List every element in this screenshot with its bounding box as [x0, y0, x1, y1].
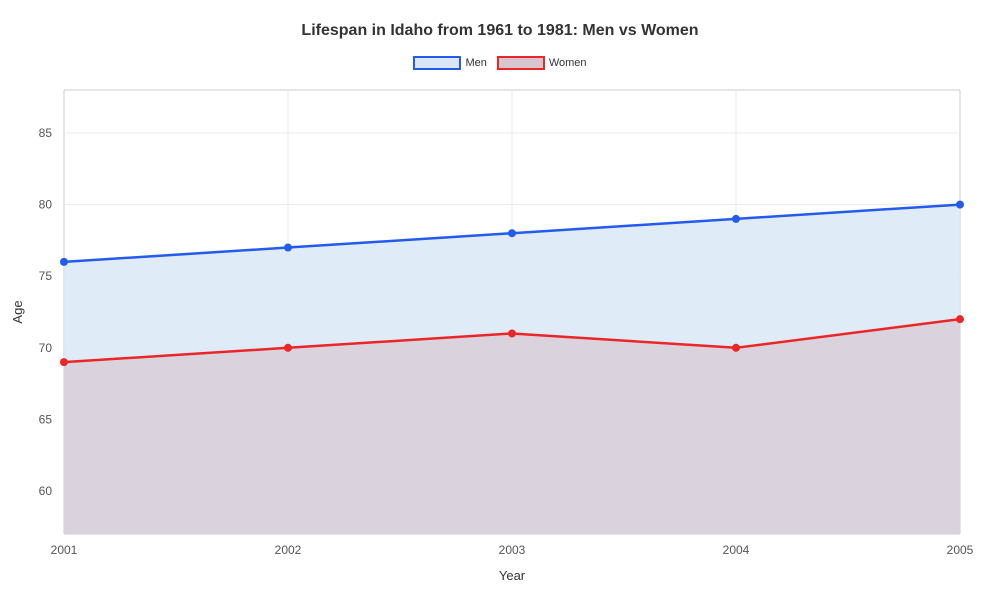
marker-men[interactable] — [60, 258, 68, 266]
x-tick-label: 2005 — [947, 543, 974, 557]
x-tick-label: 2003 — [499, 543, 526, 557]
y-tick-label: 65 — [39, 412, 53, 426]
y-tick-label: 70 — [39, 341, 53, 355]
chart-plot: 2001 2002 2003 2004 2005 60 65 70 75 80 85 Year Age — [0, 0, 1000, 600]
y-tick-label: 60 — [39, 484, 53, 498]
marker-men[interactable] — [956, 201, 964, 209]
marker-women[interactable] — [284, 344, 292, 352]
marker-men[interactable] — [732, 215, 740, 223]
x-tick-label: 2002 — [275, 543, 302, 557]
marker-women[interactable] — [956, 315, 964, 323]
y-tick-label: 80 — [39, 198, 53, 212]
marker-women[interactable] — [732, 344, 740, 352]
marker-women[interactable] — [60, 358, 68, 366]
y-axis-label: Age — [10, 300, 25, 323]
x-tick-label: 2004 — [723, 543, 750, 557]
chart-container: Lifespan in Idaho from 1961 to 1981: Men… — [0, 0, 1000, 600]
marker-men[interactable] — [508, 229, 516, 237]
x-axis-label: Year — [499, 568, 526, 583]
y-tick-label: 75 — [39, 269, 53, 283]
marker-women[interactable] — [508, 329, 516, 337]
x-tick-label: 2001 — [51, 543, 78, 557]
marker-men[interactable] — [284, 244, 292, 252]
y-tick-label: 85 — [39, 126, 53, 140]
